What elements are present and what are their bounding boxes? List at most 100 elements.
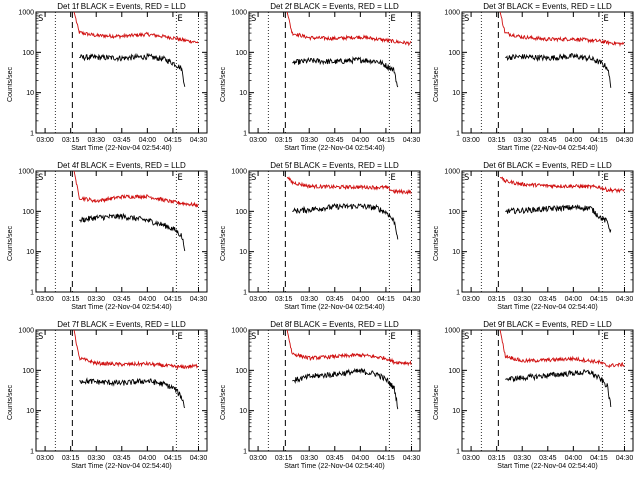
chart-panel-1: Det 1f BLACK = Events, RED = LLD 1 10 100 10… [7, 2, 208, 152]
y-tick-label: 100 [448, 209, 460, 216]
events-series-line [505, 369, 612, 408]
x-tick-label: 04:00 [565, 455, 583, 462]
start-marker: S [464, 332, 469, 342]
lld-series-line [499, 11, 625, 48]
events-series-line [79, 52, 186, 87]
x-tick-label: 04:30 [616, 296, 634, 303]
x-tick-label: 04:30 [190, 137, 208, 144]
y-tick-label: 10 [26, 90, 34, 97]
end-marker: E [390, 14, 395, 24]
chart-title: Det 7f BLACK = Events, RED = LLD [57, 320, 186, 329]
x-tick-label: 04:30 [190, 296, 208, 303]
plot-frame [35, 170, 208, 293]
chart-title: Det 5f BLACK = Events, RED = LLD [270, 161, 399, 170]
x-axis-label: Start Time (22-Nov-04 02:54:40) [284, 304, 384, 311]
chart-title: Det 6f BLACK = Events, RED = LLD [483, 161, 612, 170]
end-marker: E [177, 332, 182, 342]
x-tick-label: 04:30 [616, 137, 634, 144]
x-tick-label: 03:15 [62, 296, 80, 303]
x-tick-label: 04:15 [590, 137, 608, 144]
lld-series-line [73, 170, 199, 208]
x-tick-label: 03:30 [87, 455, 105, 462]
x-tick-label: 03:00 [36, 455, 54, 462]
x-axis-label: Start Time (22-Nov-04 02:54:40) [284, 145, 384, 152]
chart-panel-8: Det 8f BLACK = Events, RED = LLD 1 10 100 10… [220, 320, 421, 470]
x-tick-label: 03:15 [275, 455, 293, 462]
x-tick-label: 03:45 [113, 137, 131, 144]
x-tick-label: 03:00 [462, 137, 480, 144]
y-axis-label: Counts/sec [220, 384, 227, 420]
y-tick-label: 1000 [231, 328, 247, 335]
x-tick-label: 03:30 [87, 137, 105, 144]
x-tick-label: 04:00 [352, 455, 370, 462]
plot-frame [461, 170, 634, 293]
lld-series-line [286, 176, 412, 196]
y-tick-label: 1 [30, 449, 34, 456]
plot-frame [35, 329, 208, 452]
y-axis-label: Counts/sec [433, 225, 440, 261]
x-tick-label: 03:45 [326, 455, 344, 462]
chart-title: Det 1f BLACK = Events, RED = LLD [57, 2, 186, 11]
plot-frame [461, 329, 634, 452]
end-marker: E [390, 332, 395, 342]
x-tick-label: 03:45 [539, 296, 557, 303]
x-tick-label: 03:30 [513, 455, 531, 462]
y-tick-label: 10 [452, 249, 460, 256]
lld-series-line [499, 176, 625, 194]
chart-panel-2: Det 2f BLACK = Events, RED = LLD 1 10 100 10… [220, 2, 421, 152]
x-tick-label: 03:45 [539, 137, 557, 144]
start-marker: S [251, 14, 256, 24]
y-tick-label: 100 [235, 209, 247, 216]
y-tick-label: 100 [22, 209, 34, 216]
x-tick-label: 04:30 [403, 137, 421, 144]
start-marker: S [464, 173, 469, 183]
y-axis-label: Counts/sec [433, 66, 440, 102]
x-tick-label: 03:30 [300, 137, 318, 144]
y-tick-label: 1000 [444, 10, 460, 17]
end-marker: E [390, 173, 395, 183]
chart-panel-9: Det 9f BLACK = Events, RED = LLD 1 10 100 10… [433, 320, 634, 470]
end-marker: E [603, 332, 608, 342]
x-tick-label: 04:15 [164, 296, 182, 303]
x-tick-label: 03:00 [249, 455, 267, 462]
y-tick-label: 1 [456, 290, 460, 297]
x-axis-label: Start Time (22-Nov-04 02:54:40) [71, 145, 171, 152]
x-tick-label: 04:00 [352, 137, 370, 144]
x-tick-label: 04:15 [377, 137, 395, 144]
x-tick-label: 03:45 [326, 137, 344, 144]
x-tick-label: 04:15 [164, 455, 182, 462]
start-marker: S [38, 173, 43, 183]
y-axis-label: Counts/sec [220, 66, 227, 102]
x-tick-label: 04:15 [377, 296, 395, 303]
y-tick-label: 1 [243, 131, 247, 138]
x-tick-label: 03:15 [488, 455, 506, 462]
chart-title: Det 9f BLACK = Events, RED = LLD [483, 320, 612, 329]
plot-frame [35, 11, 208, 134]
y-tick-label: 10 [26, 249, 34, 256]
events-series-line [505, 204, 612, 233]
x-axis-label: Start Time (22-Nov-04 02:54:40) [71, 463, 171, 470]
y-axis-label: Counts/sec [220, 225, 227, 261]
x-tick-label: 03:45 [113, 296, 131, 303]
start-marker: S [38, 14, 43, 24]
chart-title: Det 2f BLACK = Events, RED = LLD [270, 2, 399, 11]
x-tick-label: 03:30 [513, 137, 531, 144]
chart-panel-7: Det 7f BLACK = Events, RED = LLD 1 10 100 10… [7, 320, 208, 470]
x-tick-label: 03:00 [249, 296, 267, 303]
chart-panel-3: Det 3f BLACK = Events, RED = LLD 1 10 100 10… [433, 2, 634, 152]
chart-panel-4: Det 4f BLACK = Events, RED = LLD 1 10 100 10… [7, 161, 208, 311]
y-tick-label: 100 [448, 368, 460, 375]
x-tick-label: 04:15 [164, 137, 182, 144]
x-tick-label: 03:00 [462, 296, 480, 303]
x-tick-label: 04:30 [403, 296, 421, 303]
x-tick-label: 03:15 [62, 455, 80, 462]
x-tick-label: 04:00 [565, 296, 583, 303]
y-tick-label: 10 [26, 408, 34, 415]
lld-series-line [286, 329, 412, 367]
y-tick-label: 1 [456, 449, 460, 456]
y-tick-label: 10 [452, 90, 460, 97]
x-tick-label: 03:15 [62, 137, 80, 144]
x-axis-label: Start Time (22-Nov-04 02:54:40) [71, 304, 171, 311]
end-marker: E [603, 173, 608, 183]
x-tick-label: 04:00 [565, 137, 583, 144]
